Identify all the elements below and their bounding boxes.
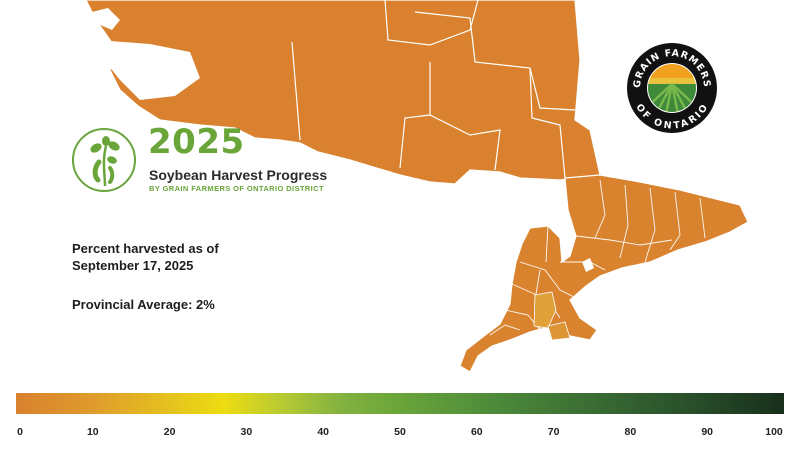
legend-tick-20: 20 (163, 426, 176, 438)
year-heading: 2025 (148, 122, 245, 162)
page-subtitle: BY GRAIN FARMERS OF ONTARIO DISTRICT (149, 184, 324, 193)
legend-color-bar (16, 393, 784, 414)
as-of-text: Percent harvested as of September 17, 20… (72, 240, 302, 274)
grain-farmers-logo: GRAIN FARMERS OF ONTARIO (627, 43, 717, 133)
page-title: Soybean Harvest Progress (149, 167, 328, 183)
legend-tick-0: 0 (17, 426, 23, 438)
lake-nipigon (92, 8, 120, 30)
legend-tick-40: 40 (317, 426, 330, 438)
legend-tick-90: 90 (701, 426, 714, 438)
region-southern-ontario[interactable] (459, 174, 749, 373)
as-of-date: September 17, 2025 (72, 258, 194, 273)
legend-tick-100: 100 (765, 426, 783, 438)
legend-tick-30: 30 (240, 426, 253, 438)
lake-simcoe (582, 258, 594, 272)
legend-tick-70: 70 (547, 426, 560, 438)
title-block: 2025 Soybean Harvest Progress BY GRAIN F… (72, 122, 372, 198)
district-light-1[interactable] (533, 291, 557, 329)
legend-tick-80: 80 (624, 426, 637, 438)
legend-tick-60: 60 (470, 426, 483, 438)
legend-tick-50: 50 (394, 426, 406, 438)
ontario-harvest-map (85, 0, 749, 373)
region-northern-ontario[interactable] (85, 0, 601, 185)
legend-tick-10: 10 (86, 426, 99, 438)
lake-superior-coast (96, 40, 200, 100)
district-light-2[interactable] (547, 321, 571, 341)
as-of-line1: Percent harvested as of (72, 241, 219, 256)
provincial-average: Provincial Average: 2% (72, 297, 215, 312)
soybean-plant-icon (72, 128, 136, 192)
